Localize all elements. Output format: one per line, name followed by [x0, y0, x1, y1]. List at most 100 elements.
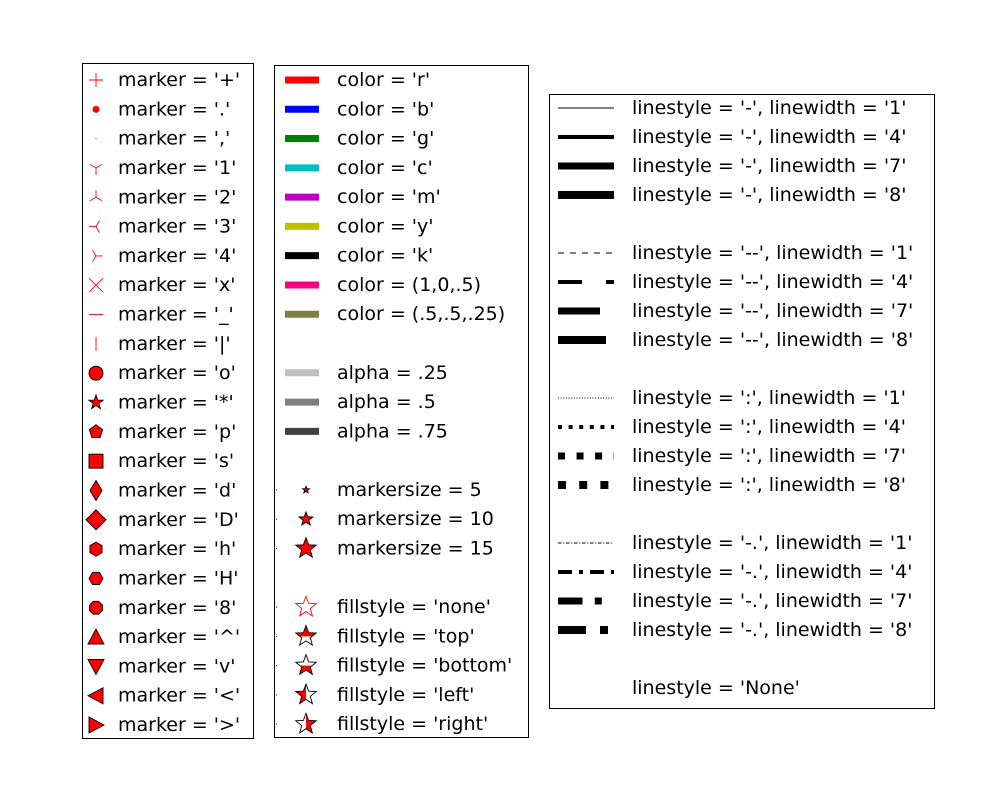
legend-entry-label: color = 'b'	[337, 98, 434, 120]
legend-entry: marker = 'd'	[89, 479, 236, 501]
legend-entry: marker = '8'	[89, 597, 236, 619]
legend-entry-label: marker = 'h'	[118, 538, 236, 560]
legend-entry-label: alpha = .75	[337, 420, 448, 442]
legend-entry-label: color = (1,0,.5)	[337, 274, 481, 296]
marker-symbol-mark	[92, 105, 100, 113]
legend-entry-label: linestyle = '-', linewidth = '7'	[632, 155, 906, 177]
legend-entry-label: linestyle = '-.', linewidth = '1'	[632, 532, 912, 554]
legend-entry-label: markersize = 15	[337, 537, 494, 559]
legend-entry-label: linestyle = '-.', linewidth = '4'	[632, 561, 912, 583]
legend-entry-label: color = (.5,.5,.25)	[337, 303, 505, 325]
legend-entry: fillstyle = 'none'	[276, 594, 491, 618]
star-marker-mark	[294, 653, 318, 676]
legend-entry: linestyle = '-.', linewidth = '4'	[558, 561, 912, 583]
legend-entry-label: color = 'k'	[337, 245, 433, 267]
legend-entry: fillstyle = 'bottom'	[276, 653, 512, 677]
legend-entry: alpha = .75	[285, 420, 448, 442]
marker-symbol-mark	[87, 686, 104, 705]
star-marker-mark	[297, 510, 315, 527]
legend-entry: color = 'k'	[285, 245, 433, 267]
tick-dot	[276, 606, 277, 608]
marker-symbol-mark	[88, 716, 105, 734]
legend-entry: marker = '<'	[87, 685, 240, 707]
legend-entry-label: marker = '<'	[118, 685, 240, 707]
legend-entry: color = 'g'	[285, 128, 434, 150]
legend-entry: linestyle = '-', linewidth = '7'	[558, 155, 906, 177]
legend-entry: marker = '.'	[92, 98, 230, 120]
legend-entry: linestyle = '-', linewidth = '1'	[558, 97, 906, 119]
legend-entry: marker = '|'	[95, 333, 231, 355]
legend-entry: linestyle = '--', linewidth = '1'	[558, 242, 913, 264]
marker-symbol-mark	[87, 393, 105, 410]
legend-entry-label: marker = 's'	[118, 450, 234, 472]
legend-entry: linestyle = '-.', linewidth = '1'	[558, 532, 912, 554]
tick-dot	[276, 635, 277, 637]
linestyle-legend-panel: linestyle = '-', linewidth = '1' linestyl…	[549, 94, 935, 709]
legend-entry-label: color = 'm'	[337, 186, 441, 208]
legend-entry: linestyle = '-', linewidth = '4'	[558, 126, 906, 148]
legend-entry-label: linestyle = ':', linewidth = '7'	[632, 445, 906, 467]
legend-entry-label: fillstyle = 'right'	[337, 713, 488, 735]
legend-entry: linestyle = '-.', linewidth = '7'	[558, 590, 912, 612]
legend-entry-label: marker = 'D'	[118, 509, 239, 531]
legend-entry-label: marker = ','	[118, 128, 230, 150]
legend-entry: linestyle = '-', linewidth = '8'	[558, 184, 906, 206]
legend-entry: linestyle = '--', linewidth = '7'	[558, 300, 913, 322]
legend-entry: markersize = 5	[276, 479, 482, 501]
legend-entry-label: marker = 'p'	[118, 421, 236, 443]
star-marker-mark	[294, 682, 318, 705]
marker-symbol-mark	[89, 73, 103, 87]
legend-entry-label: marker = 'o'	[118, 362, 236, 384]
legend-entry: marker = 'H'	[88, 567, 239, 589]
star-marker-mark	[294, 712, 318, 734]
marker-symbol-mark	[88, 424, 104, 438]
marker-symbol-mark	[88, 365, 104, 381]
legend-entry-label: linestyle = ':', linewidth = '1'	[632, 387, 906, 409]
marker-symbol-mark	[89, 220, 100, 233]
legend-entry-label: marker = '3'	[118, 216, 236, 238]
tick-dot	[276, 547, 277, 549]
marker-symbol-mark	[88, 277, 104, 293]
legend-entry: linestyle = '--', linewidth = '4'	[558, 271, 913, 293]
legend-entry-label: linestyle = '--', linewidth = '7'	[632, 300, 913, 322]
star-marker-mark	[294, 594, 318, 617]
legend-frame	[82, 63, 254, 739]
marker-legend-panel: marker = '+' marker = '.' marker = ',' mark…	[82, 63, 254, 739]
legend-entry: marker = '>'	[88, 714, 240, 736]
legend-entry-label: markersize = 10	[337, 508, 494, 530]
tick-dot	[276, 694, 277, 696]
legend-entry: marker = '4'	[92, 245, 236, 267]
legend-entry: marker = '_'	[89, 304, 234, 326]
legend-entry-label: linestyle = '-.', linewidth = '8'	[632, 619, 912, 641]
legend-entry: marker = 'o'	[88, 362, 236, 384]
legend-entry: color = (1,0,.5)	[285, 274, 481, 296]
legend-entry-label: linestyle = '-', linewidth = '4'	[632, 126, 906, 148]
legend-entry: marker = 'p'	[88, 421, 236, 443]
legend-entry-label: linestyle = ':', linewidth = '4'	[632, 416, 906, 438]
legend-entry: linestyle = '-.', linewidth = '8'	[558, 619, 912, 641]
legend-entry-label: fillstyle = 'none'	[337, 596, 491, 618]
tick-dot	[276, 665, 277, 667]
legend-entry: marker = '3'	[89, 216, 236, 238]
legend-entry: marker = 'h'	[89, 538, 236, 560]
legend-entry: marker = ','	[95, 128, 230, 150]
legend-entry-label: color = 'c'	[337, 157, 433, 179]
legend-entry-label: linestyle = '-', linewidth = '1'	[632, 97, 906, 119]
legend-entry-label: marker = 'v'	[118, 655, 235, 677]
marker-symbol-mark	[89, 164, 103, 175]
legend-entry: marker = 'D'	[85, 509, 239, 531]
marker-symbol-mark	[87, 628, 105, 645]
legend-entry-label: marker = '4'	[118, 245, 236, 267]
legend-entry-label: linestyle = '-', linewidth = '8'	[632, 184, 906, 206]
legend-entry-label: marker = 'H'	[118, 567, 239, 589]
legend-entry: linestyle = ':', linewidth = '4'	[558, 416, 906, 438]
legend-entry-label: marker = 'x'	[118, 274, 235, 296]
legend-entry-label: linestyle = '--', linewidth = '4'	[632, 271, 913, 293]
legend-entry-label: markersize = 5	[337, 479, 482, 501]
marker-symbol-mark	[89, 190, 103, 202]
legend-entry-label: marker = '8'	[118, 597, 236, 619]
legend-entry: marker = '*'	[87, 392, 234, 414]
legend-entry-label: fillstyle = 'top'	[337, 625, 475, 647]
legend-entry: color = 'y'	[285, 215, 433, 237]
legend-entry-label: marker = '_'	[118, 304, 234, 326]
